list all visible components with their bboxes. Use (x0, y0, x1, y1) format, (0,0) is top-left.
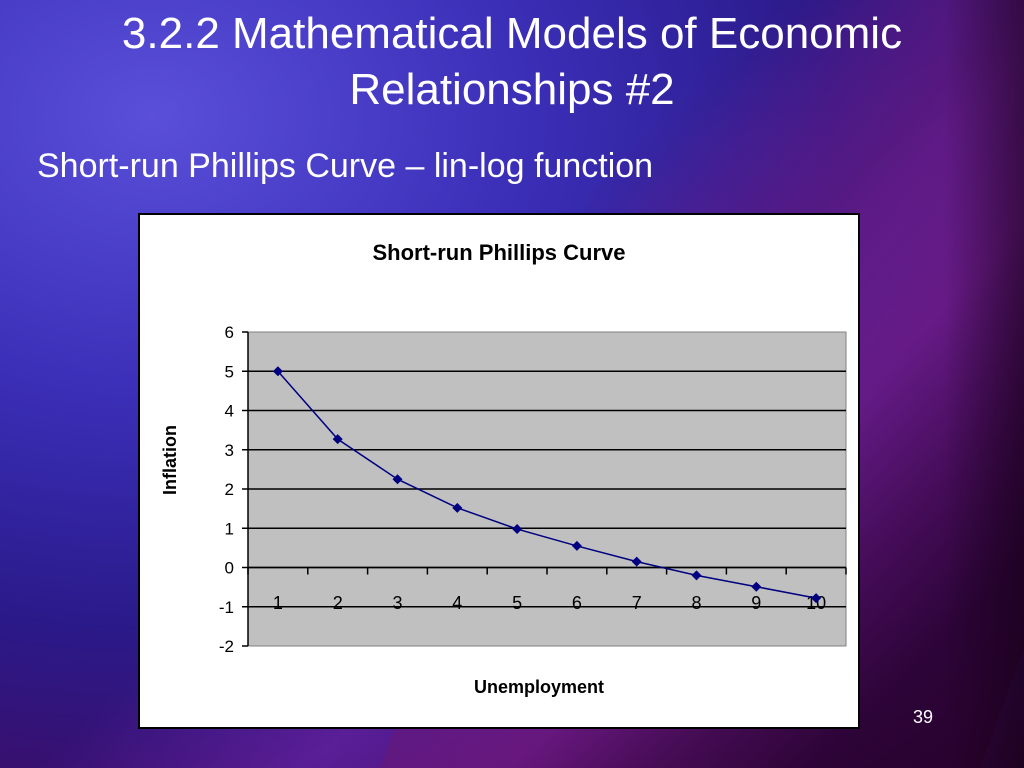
slide-title-line-1: 3.2.2 Mathematical Models of Economic (121, 9, 903, 58)
y-tick-label: -2 (219, 637, 234, 656)
x-tick-label: 9 (751, 593, 761, 613)
data-point (512, 524, 523, 535)
slide-number: 39 (913, 707, 934, 727)
x-axis-label: Unemployment (473, 677, 605, 697)
y-tick-label: 3 (225, 441, 234, 460)
slide-title-line-2: Relationships #2 (349, 65, 675, 114)
x-tick-label: 2 (333, 593, 343, 613)
x-tick-label: 6 (572, 593, 582, 613)
data-point (392, 474, 403, 485)
chart-title: Short-run Phillips Curve (372, 240, 626, 265)
data-point (332, 434, 343, 445)
slide-subtitle: Short-run Phillips Curve – lin-log funct… (37, 147, 654, 185)
data-point (751, 581, 762, 592)
x-tick-label: 3 (392, 593, 402, 613)
y-tick-label: -1 (219, 598, 234, 617)
data-point (272, 366, 283, 377)
y-tick-label: 1 (225, 519, 234, 538)
x-tick-label: 5 (512, 593, 522, 613)
x-tick-label: 4 (452, 593, 462, 613)
x-tick-label: 1 (273, 593, 283, 613)
data-point (571, 540, 582, 551)
y-tick-label: 0 (225, 559, 234, 578)
background-shade (944, 0, 1024, 768)
x-tick-label: 7 (632, 593, 642, 613)
data-point (631, 556, 642, 567)
x-tick-label: 8 (691, 593, 701, 613)
y-tick-label: 2 (225, 480, 234, 499)
data-point (811, 593, 822, 604)
series-line (277, 370, 817, 599)
y-tick-label: 4 (225, 402, 234, 421)
y-tick-label: 5 (225, 362, 234, 381)
chart-container: Short-run Phillips Curve Inflation Unemp… (138, 213, 860, 729)
y-tick-label: 6 (225, 323, 234, 342)
data-point (691, 570, 702, 581)
slide-title: 3.2.2 Mathematical Models of Economic Re… (0, 6, 1024, 118)
data-point (452, 502, 463, 513)
